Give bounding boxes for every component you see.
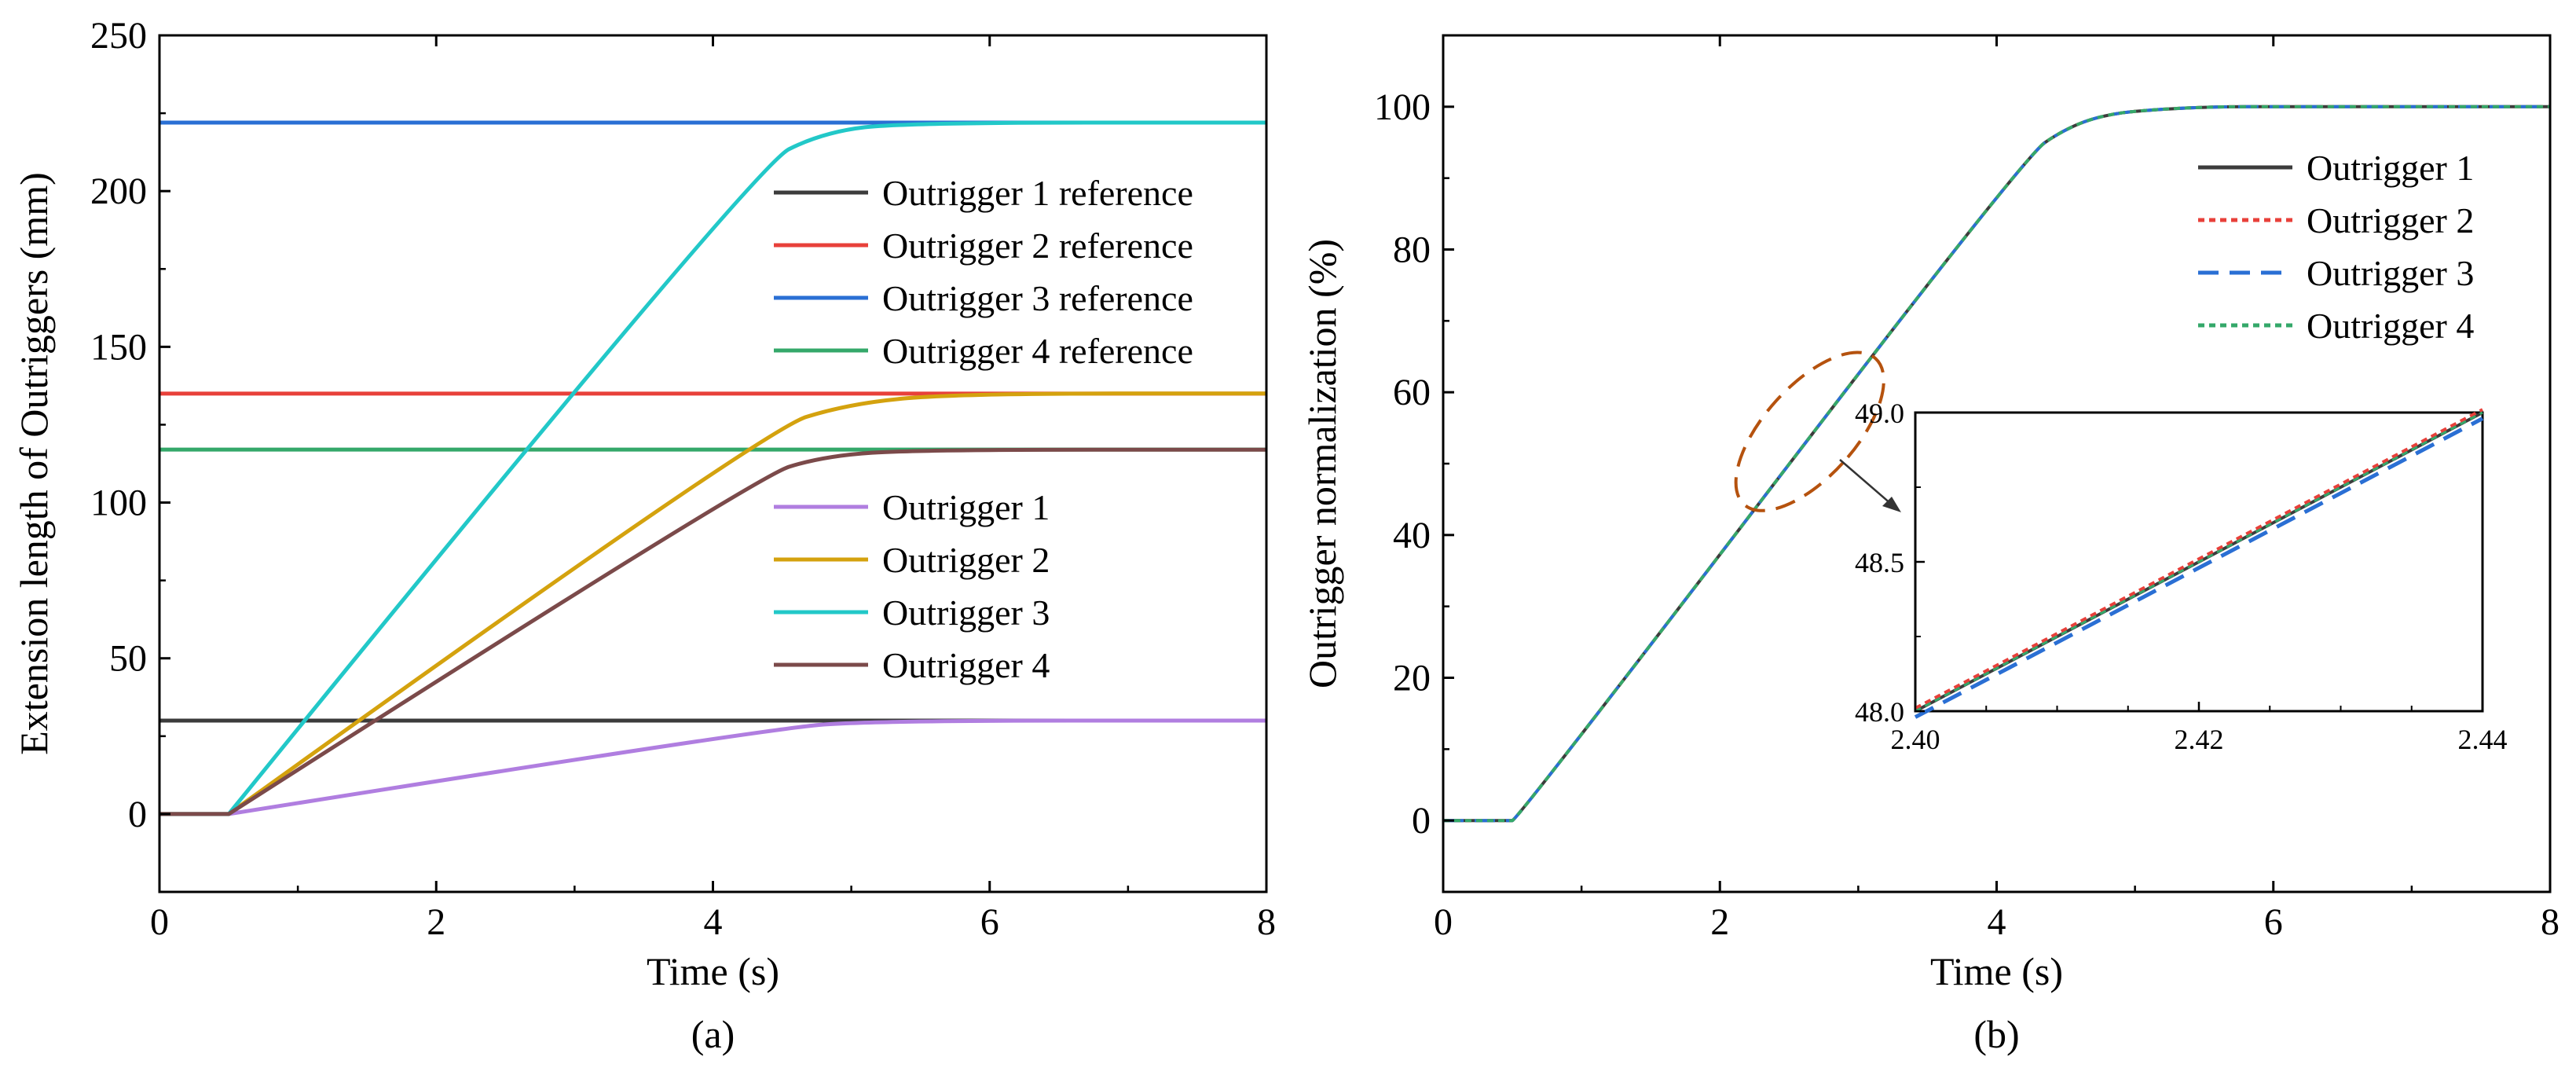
y-tick-label: 60 (1393, 372, 1431, 413)
y-tick-label: 200 (90, 171, 147, 212)
y-axis-title: Extension length of Outriggers (mm) (12, 172, 56, 755)
y-tick-label: 100 (90, 482, 147, 524)
x-tick-label: 2 (427, 901, 445, 943)
legend-label: Outrigger 2 (882, 540, 1050, 580)
panel-caption: (b) (1973, 1012, 2019, 1056)
inset-series-line (1915, 411, 2483, 713)
y-tick-label: 40 (1393, 515, 1431, 556)
x-axis-title: Time (s) (1930, 949, 2063, 993)
y-tick-label: 100 (1374, 86, 1431, 128)
y-tick-label: 0 (128, 794, 147, 835)
tick-labels: 0 2 4 6 8 0 50 100 150 200 250 (90, 15, 1276, 943)
plot-frame (158, 34, 1268, 893)
panel-a: 0 2 4 6 8 0 50 100 150 200 250 Outrigger 1 referen… (12, 15, 1276, 1056)
series-line (159, 120, 1266, 816)
series-lines (159, 120, 1266, 816)
zoom-arrow-line (1839, 459, 1893, 505)
legend-label: Outrigger 2 reference (882, 226, 1193, 266)
legend-label: Outrigger 4 reference (882, 331, 1193, 371)
series-line (159, 718, 1266, 816)
x-tick-label: 0 (1434, 901, 1453, 943)
y-axis-title: Outrigger normalization (%) (1300, 239, 1344, 688)
inset-series-line (1914, 416, 2484, 719)
legend: Outrigger 1 Outrigger 2 Outrigger 3 Outrigg… (2198, 148, 2474, 346)
y-tick-label: 50 (109, 638, 147, 680)
y-tick-label: 250 (90, 15, 147, 57)
legend-label: Outrigger 1 reference (882, 173, 1193, 213)
series-line (1443, 105, 2550, 823)
zoom-marker (1734, 350, 1901, 512)
legend: Outrigger 1 reference Outrigger 2 referen… (774, 173, 1193, 685)
series-line (159, 447, 1266, 816)
inset-plot: 2.40 2.42 2.44 48.0 48.5 49.0 (1855, 398, 2508, 755)
x-tick-label: 2 (1710, 901, 1729, 943)
legend-label: Outrigger 3 reference (882, 278, 1193, 318)
inset-y-tick-label: 48.0 (1855, 696, 1904, 728)
legend-label: Outrigger 3 (882, 593, 1050, 633)
legend-label: Outrigger 2 (2307, 200, 2474, 240)
inset-series-line (1915, 408, 2483, 710)
legend-label: Outrigger 3 (2307, 253, 2474, 293)
legend-label: Outrigger 1 (882, 487, 1050, 527)
tick-marks (158, 34, 1268, 893)
zoom-arrow-head (1882, 497, 1901, 512)
y-tick-label: 20 (1393, 658, 1431, 699)
x-tick-label: 8 (2541, 901, 2560, 943)
inset-x-tick-label: 2.42 (2175, 724, 2224, 755)
inset-x-tick-label: 2.44 (2458, 724, 2508, 755)
x-tick-label: 6 (980, 901, 999, 943)
x-axis-title: Time (s) (647, 949, 779, 993)
zoom-ellipse (1734, 350, 1885, 512)
inset-y-tick-label: 49.0 (1855, 398, 1904, 429)
x-tick-label: 8 (1257, 901, 1276, 943)
legend-label: Outrigger 1 (2307, 148, 2474, 188)
x-tick-label: 0 (150, 901, 169, 943)
y-tick-label: 0 (1412, 800, 1431, 842)
inset-x-tick-label: 2.40 (1891, 724, 1940, 755)
panel-caption: (a) (691, 1012, 735, 1056)
x-tick-label: 4 (704, 901, 723, 943)
x-tick-label: 6 (2264, 901, 2283, 943)
y-tick-label: 80 (1393, 229, 1431, 271)
tick-marks (1442, 34, 2552, 893)
legend-label: Outrigger 4 (882, 645, 1050, 685)
series-lines (1443, 105, 2550, 823)
inset-y-tick-label: 48.5 (1855, 547, 1904, 578)
y-tick-label: 150 (90, 326, 147, 368)
x-tick-label: 4 (1988, 901, 2006, 943)
series-line (159, 391, 1266, 816)
legend-label: Outrigger 4 (2307, 306, 2474, 346)
